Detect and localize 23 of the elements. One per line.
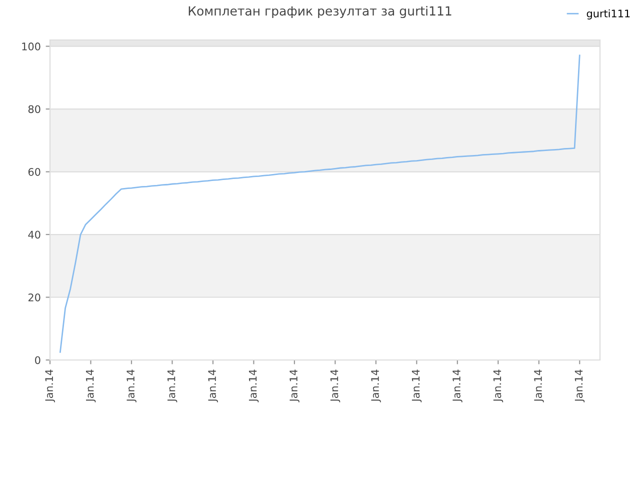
x-tick-label: Jan.14 [290,370,300,402]
x-tick-label: Jan.14 [330,370,340,402]
x-tick-label: Jan.14 [452,370,462,402]
y-tick-label: 80 [28,105,40,114]
x-tick-label: Jan.14 [86,370,96,402]
x-tick-label: Jan.14 [493,370,504,402]
y-tick-label: 0 [35,356,40,364]
y-tick-label: 100 [22,42,40,50]
y-tick-label: 60 [28,168,40,176]
y-tick-label: 40 [28,230,40,239]
x-tick-label: Jan.14 [208,370,218,402]
x-tick-label: Jan.14 [534,370,544,402]
x-tick-label: Jan.14 [248,370,259,402]
x-tick-label: Jan.14 [168,370,178,402]
x-tick-label: Jan.14 [45,370,55,402]
x-tick-label: Jan.14 [126,370,136,402]
x-tick-label: Jan.14 [371,370,381,402]
y-tick-label: 20 [28,293,40,302]
x-tick-label: Jan.14 [412,370,422,402]
x-tick-label: Jan.14 [574,370,585,402]
legend-label: gurti111 [586,9,630,20]
chart-title: Комплетан график резултат за gurti111 [188,6,452,18]
line-series [59,54,580,353]
